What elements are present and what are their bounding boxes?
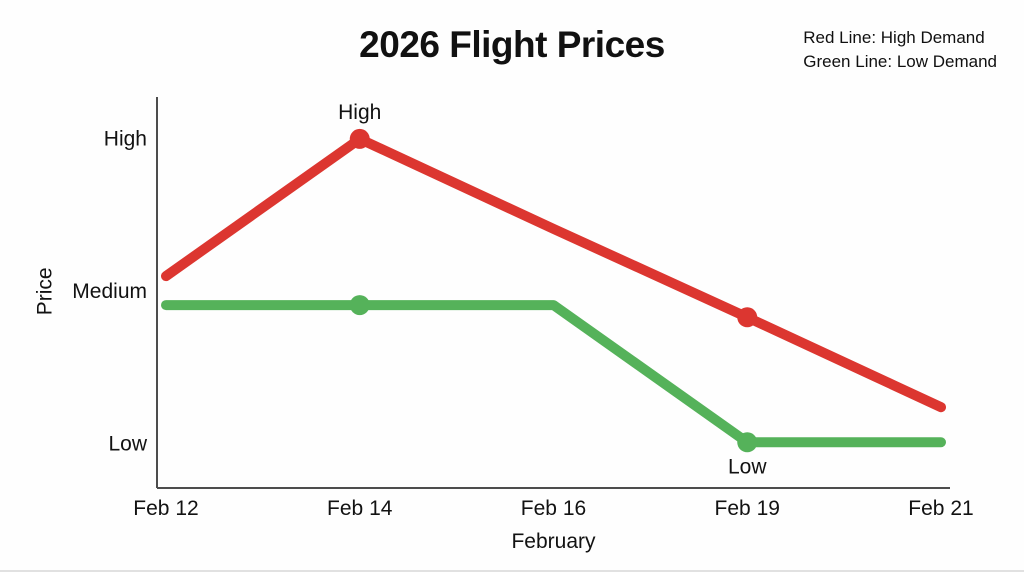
point-label-high: High bbox=[338, 101, 381, 124]
x-tick-label-feb-19: Feb 19 bbox=[715, 497, 780, 520]
x-tick-label-feb-21: Feb 21 bbox=[908, 497, 973, 520]
data-point-marker-low-demand-feb-14 bbox=[349, 295, 370, 316]
legend: Red Line: High Demand Green Line: Low De… bbox=[803, 26, 997, 74]
x-axis-title: February bbox=[511, 530, 596, 553]
x-tick-label-feb-14: Feb 14 bbox=[327, 497, 393, 520]
data-point-marker-high-demand-feb-19 bbox=[737, 307, 758, 328]
y-tick-label-low: Low bbox=[108, 432, 147, 455]
point-label-low: Low bbox=[728, 455, 767, 478]
data-point-marker-high-demand-feb-14 bbox=[349, 128, 370, 149]
series-line-high-demand bbox=[161, 133, 946, 413]
legend-entry-high-demand: Red Line: High Demand bbox=[803, 28, 985, 47]
data-point-marker-low-demand-feb-19 bbox=[737, 432, 758, 453]
legend-entry-low-demand: Green Line: Low Demand bbox=[803, 52, 997, 71]
y-axis-title: Price bbox=[34, 267, 57, 315]
chart-title: 2026 Flight Prices bbox=[359, 24, 665, 65]
series-line-low-demand bbox=[161, 300, 946, 448]
y-tick-label-medium: Medium bbox=[72, 280, 147, 303]
y-tick-label-high: High bbox=[104, 127, 147, 150]
x-tick-label-feb-12: Feb 12 bbox=[133, 497, 198, 520]
x-tick-label-feb-16: Feb 16 bbox=[521, 497, 586, 520]
screenshot-bottom-edge bbox=[0, 570, 1024, 572]
